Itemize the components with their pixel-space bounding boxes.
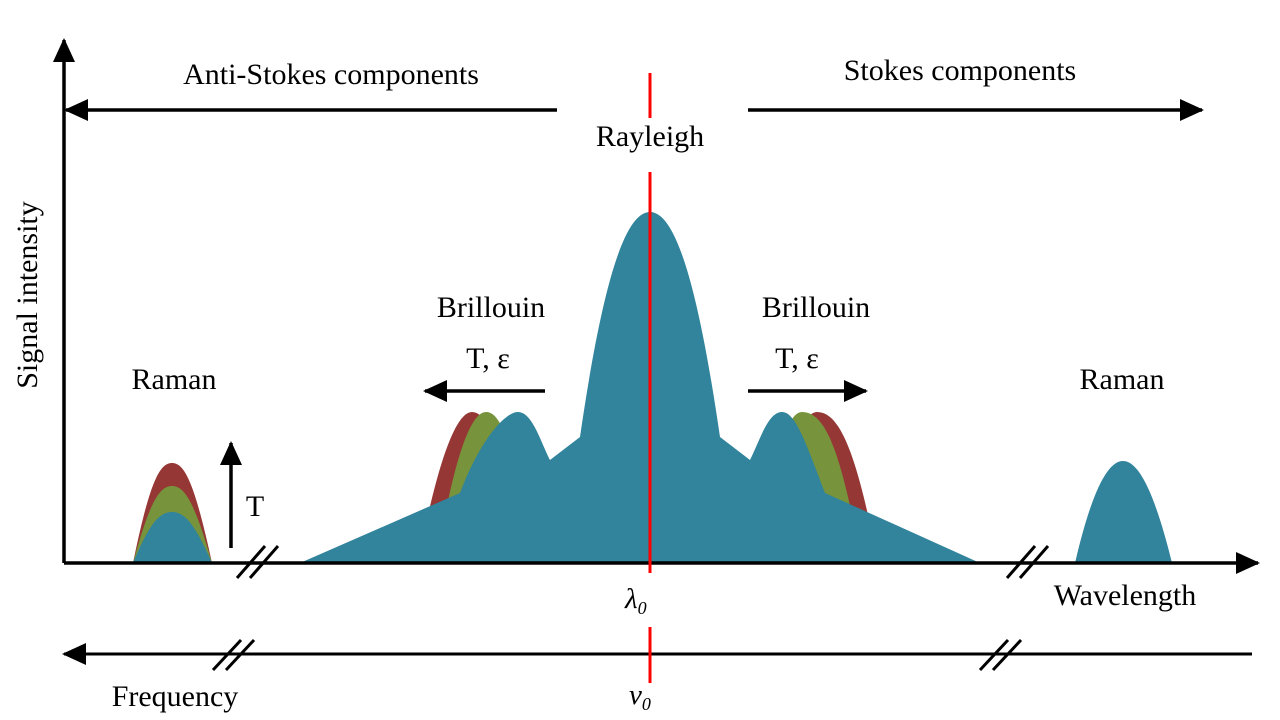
lambda0-main: λ — [624, 583, 638, 615]
axis-break-marks — [211, 545, 1050, 672]
wavelength-label: Wavelength — [1054, 579, 1197, 612]
brillouin-left-shift-label: T, ε — [466, 342, 510, 375]
main-spectrum — [300, 212, 980, 563]
lambda0-symbol: λ0 — [624, 583, 647, 618]
temperature-label: T — [246, 490, 264, 523]
anti-stokes-label: Anti-Stokes components — [183, 58, 479, 91]
frequency-label: Frequency — [112, 680, 239, 713]
raman-left-peak-teal — [133, 512, 212, 563]
stokes-label: Stokes components — [844, 54, 1077, 87]
signal-intensity-label: Signal intensity — [11, 201, 44, 389]
nu0-subscript: 0 — [642, 694, 651, 714]
brillouin-right-label: Brillouin — [762, 291, 870, 324]
raman-right-label: Raman — [1080, 363, 1165, 396]
nu0-symbol: v0 — [629, 679, 651, 714]
nu0-main: v — [629, 679, 642, 711]
raman-left-label: Raman — [132, 363, 217, 396]
brillouin-right-shift-label: T, ε — [775, 342, 819, 375]
raman-right-peak — [1075, 461, 1172, 563]
brillouin-left-label: Brillouin — [437, 291, 545, 324]
lambda0-subscript: 0 — [638, 598, 647, 618]
rayleigh-label: Rayleigh — [596, 120, 704, 153]
